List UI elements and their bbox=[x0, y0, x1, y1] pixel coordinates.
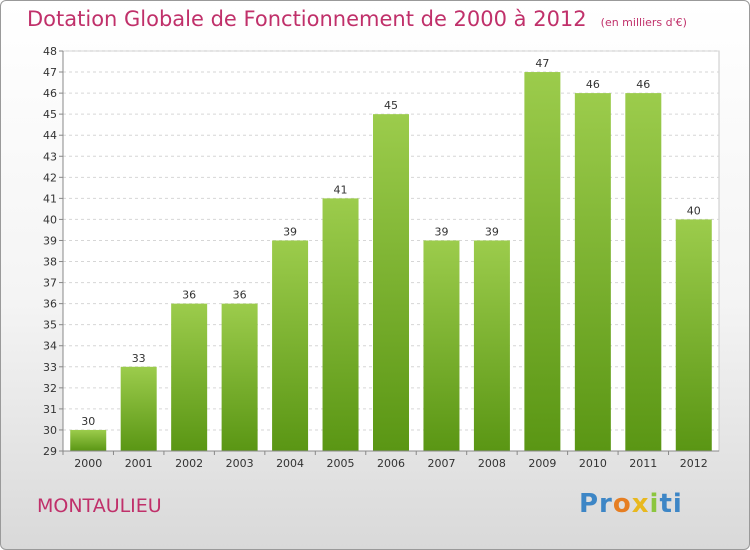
x-tick-label: 2001 bbox=[125, 457, 153, 470]
logo-part-2: o bbox=[612, 489, 632, 519]
y-tick-label: 30 bbox=[43, 424, 57, 437]
x-tick-label: 2012 bbox=[680, 457, 708, 470]
bar-value-label: 45 bbox=[384, 99, 398, 112]
unit-label: (en milliers d'€) bbox=[600, 16, 687, 29]
y-tick-label: 45 bbox=[43, 108, 57, 121]
bar-value-label: 46 bbox=[586, 78, 600, 91]
bar-value-label: 39 bbox=[283, 225, 297, 238]
x-tick-label: 2005 bbox=[327, 457, 355, 470]
bar-2001 bbox=[120, 366, 157, 451]
x-tick-label: 2004 bbox=[276, 457, 304, 470]
logo-part-5: ti bbox=[659, 489, 683, 519]
logo-part-1: Pr bbox=[579, 489, 613, 519]
bar-2009 bbox=[524, 72, 561, 451]
bar-value-label: 33 bbox=[132, 352, 146, 365]
bar-2008 bbox=[473, 240, 510, 451]
y-tick-label: 39 bbox=[43, 234, 57, 247]
bar-value-label: 39 bbox=[485, 225, 499, 238]
bar-value-label: 46 bbox=[636, 78, 650, 91]
x-tick-label: 2008 bbox=[478, 457, 506, 470]
y-tick-label: 29 bbox=[43, 445, 57, 458]
bar-value-label: 30 bbox=[81, 415, 95, 428]
y-tick-label: 48 bbox=[43, 45, 57, 58]
bar-value-label: 41 bbox=[334, 183, 348, 196]
bar-2002 bbox=[171, 303, 208, 451]
y-tick-label: 34 bbox=[43, 340, 57, 353]
y-tick-label: 43 bbox=[43, 150, 57, 163]
logo-part-4: i bbox=[649, 489, 660, 519]
bars: 30 33 36 36 39 41 45 39 39 47 46 46 40 bbox=[70, 57, 712, 452]
bar-value-label: 40 bbox=[687, 204, 701, 217]
x-tick-label: 2011 bbox=[629, 457, 657, 470]
bar-2010 bbox=[574, 93, 611, 452]
x-tick-label: 2010 bbox=[579, 457, 607, 470]
proxiti-logo[interactable]: Proxiti bbox=[579, 489, 683, 519]
y-tick-label: 31 bbox=[43, 403, 57, 416]
y-tick-label: 37 bbox=[43, 277, 57, 290]
y-tick-label: 44 bbox=[43, 129, 57, 142]
bar-2007 bbox=[423, 240, 460, 451]
x-tick-label: 2003 bbox=[226, 457, 254, 470]
logo-part-3: x bbox=[631, 489, 650, 519]
bar-2011 bbox=[625, 93, 662, 452]
x-tick-label: 2007 bbox=[427, 457, 455, 470]
y-tick-label: 41 bbox=[43, 192, 57, 205]
bar-2005 bbox=[322, 198, 359, 451]
y-tick-label: 46 bbox=[43, 87, 57, 100]
x-tick-label: 2006 bbox=[377, 457, 405, 470]
bar-2004 bbox=[272, 240, 309, 451]
x-tick-label: 2000 bbox=[74, 457, 102, 470]
x-axis: 2000 2001 2002 2003 2004 2005 2006 2007 2008 2009… bbox=[62, 450, 719, 470]
y-tick-label: 38 bbox=[43, 256, 57, 269]
y-tick-label: 47 bbox=[43, 66, 57, 79]
bar-value-label: 36 bbox=[233, 289, 247, 302]
bar-value-label: 39 bbox=[434, 225, 448, 238]
bar-2012 bbox=[675, 219, 712, 451]
bar-2003 bbox=[221, 303, 258, 451]
title-text: Dotation Globale de Fonctionnement de 20… bbox=[27, 7, 587, 31]
y-tick-label: 42 bbox=[43, 171, 57, 184]
bar-2000 bbox=[70, 429, 107, 451]
chart-title: Dotation Globale de Fonctionnement de 20… bbox=[27, 7, 687, 31]
y-tick-label: 35 bbox=[43, 319, 57, 332]
y-axis: 29 30 31 32 33 34 35 36 37 38 39 40 41 42 43 44 45 46 47 48 bbox=[43, 45, 64, 458]
place-name: MONTAULIEU bbox=[37, 495, 162, 517]
bar-value-label: 36 bbox=[182, 289, 196, 302]
bar-value-label: 47 bbox=[535, 57, 549, 70]
x-tick-label: 2002 bbox=[175, 457, 203, 470]
bar-2006 bbox=[373, 114, 409, 451]
y-tick-label: 40 bbox=[43, 213, 57, 226]
y-tick-label: 33 bbox=[43, 361, 57, 374]
x-tick-label: 2009 bbox=[528, 457, 556, 470]
y-tick-label: 36 bbox=[43, 298, 57, 311]
y-tick-label: 32 bbox=[43, 382, 57, 395]
